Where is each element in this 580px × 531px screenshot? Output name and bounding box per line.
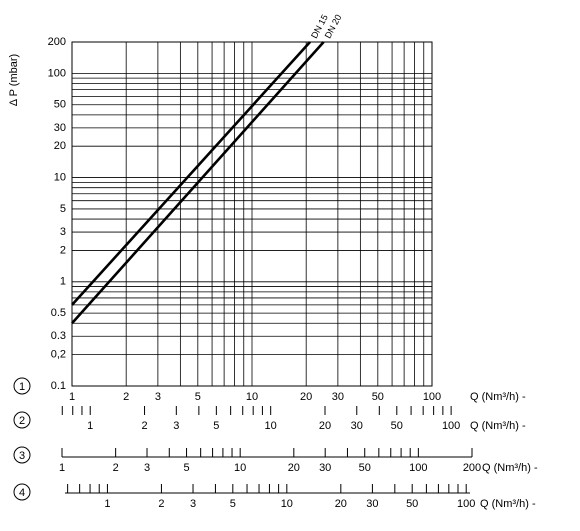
scale-tick-label: 5 <box>230 498 236 510</box>
y-tick-label: 0.1 <box>51 380 66 392</box>
scale-tick-label: 5 <box>183 462 189 474</box>
y-tick-label: 200 <box>48 36 66 48</box>
scale-tick-label: 3 <box>173 420 179 432</box>
x-tick-label: 2 <box>123 391 129 403</box>
y-axis-label: Δ P (mbar) <box>8 54 20 106</box>
y-tick-label: 0.5 <box>51 307 66 319</box>
data-line <box>71 41 311 306</box>
scale-tick-label: 20 <box>288 462 300 474</box>
y-tick-label: 1 <box>60 276 66 288</box>
scale-marker <box>13 411 31 429</box>
scale-tick-label: 10 <box>234 462 246 474</box>
scale-tick-label: 2 <box>158 498 164 510</box>
scale-tick-label: 50 <box>359 462 371 474</box>
scale-tick-label: 20 <box>335 498 347 510</box>
scale-marker-label: 3 <box>19 450 25 462</box>
scale-tick-label: 5 <box>213 420 219 432</box>
y-tick-label: 5 <box>60 203 66 215</box>
y-tick-label: 10 <box>54 171 66 183</box>
x-tick-label: 50 <box>372 391 384 403</box>
scale-tick-label: 30 <box>319 462 331 474</box>
x-tick-label: 20 <box>300 391 312 403</box>
x-axis-label: Q (Nm³/h) - <box>470 391 526 403</box>
x-tick-label: 10 <box>246 391 258 403</box>
y-tick-label: 3 <box>60 226 66 238</box>
scale-tick-label: 30 <box>366 498 378 510</box>
scale-marker <box>13 377 31 395</box>
scale-tick-label: 1 <box>104 498 110 510</box>
x-tick-label: 5 <box>195 391 201 403</box>
scale-tick-label: 200 <box>463 462 481 474</box>
x-tick-label: 3 <box>155 391 161 403</box>
scale-tick-label: 10 <box>265 420 277 432</box>
scale-tick-label: 100 <box>457 498 475 510</box>
scale-tick-label: 2 <box>141 420 147 432</box>
scale-tick-label: 20 <box>319 420 331 432</box>
scale-tick-label: 1 <box>87 420 93 432</box>
scale-tick-label: 3 <box>144 462 150 474</box>
scale-marker <box>13 446 31 464</box>
scale-marker-label: 1 <box>19 381 25 393</box>
x-tick-label: 1 <box>69 391 75 403</box>
y-tick-label: 2 <box>60 244 66 256</box>
scale-marker <box>13 483 31 501</box>
scale-tick-label: 100 <box>409 462 427 474</box>
y-tick-label: 0,2 <box>51 349 66 361</box>
scale-tick-label: 30 <box>351 420 363 432</box>
scale-tick-label: 10 <box>281 498 293 510</box>
scale-marker-label: 4 <box>19 487 25 499</box>
scale-tick-label: 3 <box>190 498 196 510</box>
scale-tick-label: 2 <box>113 462 119 474</box>
x-tick-label: 100 <box>423 391 441 403</box>
scale-axis-label: Q (Nm³/h) - <box>480 498 536 510</box>
scale-tick-label: 50 <box>391 420 403 432</box>
scale-tick-label: 1 <box>59 462 65 474</box>
scale-marker-label: 2 <box>19 415 25 427</box>
y-tick-label: 30 <box>54 122 66 134</box>
y-tick-label: 100 <box>48 67 66 79</box>
x-tick-label: 30 <box>332 391 344 403</box>
y-tick-label: 20 <box>54 140 66 152</box>
scale-tick-label: 100 <box>442 420 460 432</box>
scale-tick-label: 50 <box>406 498 418 510</box>
scale-axis-label: Q (Nm³/h) - <box>482 462 538 474</box>
y-tick-label: 0.3 <box>51 330 66 342</box>
y-tick-label: 50 <box>54 99 66 111</box>
data-line <box>71 41 325 325</box>
scale-axis-label: Q (Nm³/h) - <box>470 420 526 432</box>
